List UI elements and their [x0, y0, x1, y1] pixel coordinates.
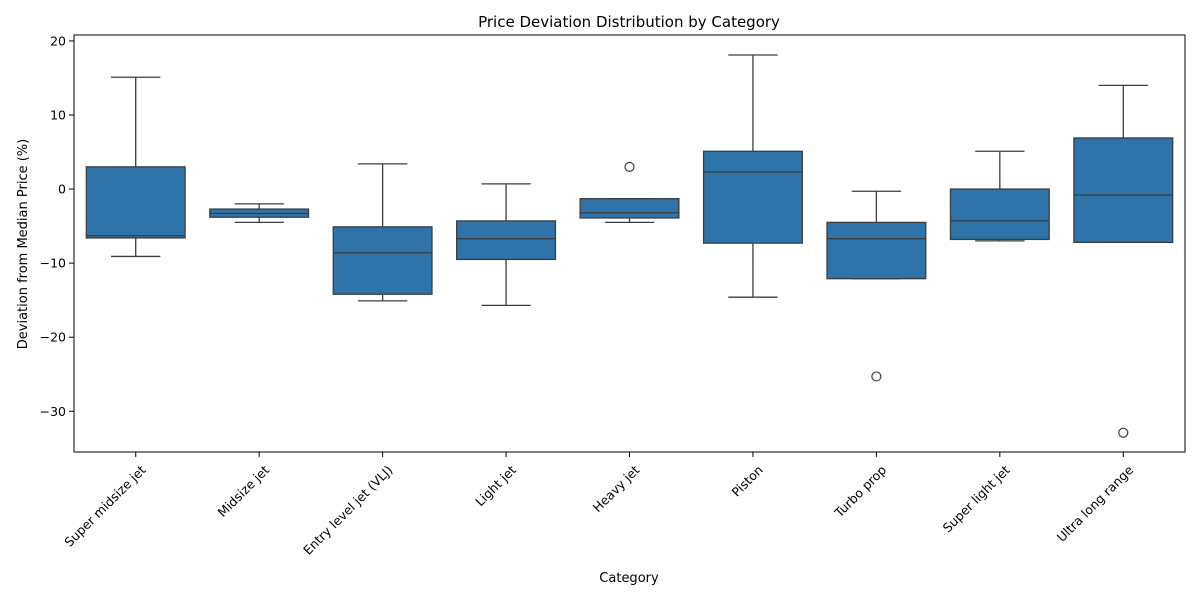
chart-title: Price Deviation Distribution by Category: [478, 13, 780, 31]
y-tick-label: 0: [58, 182, 66, 197]
outlier-point: [1118, 427, 1129, 438]
x-tick-label: Midsize jet: [214, 462, 272, 520]
box-iqr: [85, 166, 186, 239]
x-tick-label: Ultra long range: [1054, 462, 1137, 545]
outlier-point: [624, 161, 635, 172]
y-axis-label: Deviation from Median Price (%): [16, 139, 31, 349]
outlier-point: [871, 371, 882, 382]
x-tick-label: Heavy jet: [590, 462, 643, 515]
x-tick-label: Super light jet: [940, 462, 1013, 535]
box-iqr: [702, 150, 803, 244]
box-iqr: [579, 198, 680, 219]
y-tick-label: −20: [40, 330, 66, 345]
x-tick-label: Turbo prop: [831, 462, 890, 521]
box-iqr: [1073, 137, 1174, 244]
box-iqr: [826, 221, 927, 280]
x-tick-label: Light jet: [472, 462, 519, 509]
y-tick-label: 20: [50, 33, 66, 48]
plot-area: 20 10 0 −10 −20 −30 Super midsize jet Midsize j…: [40, 33, 1186, 558]
y-tick-label: 10: [50, 107, 66, 122]
y-tick-label: −30: [40, 404, 66, 419]
box-iqr: [332, 226, 433, 295]
x-tick-label: Piston: [729, 462, 766, 499]
x-tick-label: Entry level jet (VLJ): [300, 462, 395, 557]
y-tick-label: −10: [40, 256, 66, 271]
box-iqr: [456, 220, 557, 261]
plot-frame: [73, 34, 1186, 453]
x-axis-label: Category: [599, 571, 659, 586]
box-iqr: [949, 188, 1050, 241]
x-tick-label: Super midsize jet: [61, 462, 148, 549]
